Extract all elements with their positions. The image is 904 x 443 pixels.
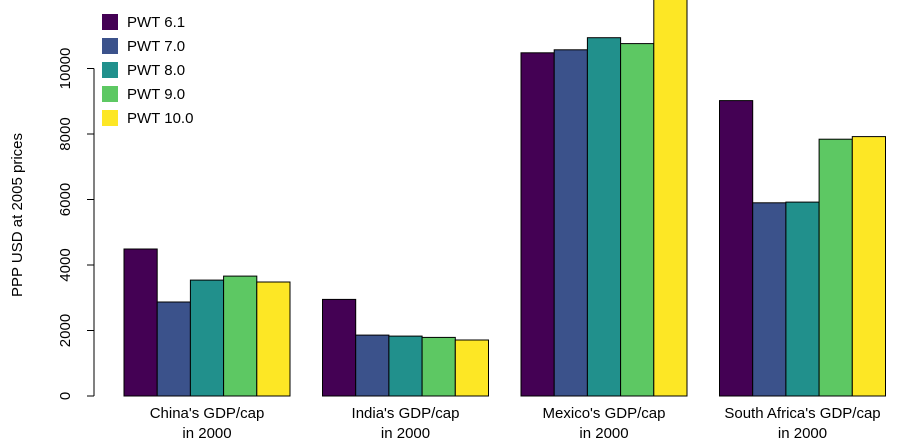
legend-label: PWT 6.1 — [127, 14, 185, 31]
x-category-label: China's GDP/cap — [150, 405, 265, 422]
legend-swatch — [102, 110, 118, 126]
bar-pwt-6-1-cat-0 — [124, 249, 157, 396]
bar-pwt-8-0-cat-0 — [190, 280, 223, 396]
bar-pwt-7-0-cat-1 — [356, 335, 389, 396]
bar-pwt-9-0-cat-2 — [621, 44, 654, 396]
y-tick-label: 6000 — [57, 183, 74, 216]
legend-swatch — [102, 38, 118, 54]
bar-pwt-10-0-cat-3 — [852, 137, 885, 396]
legend: PWT 6.1 PWT 7.0 PWT 8.0 PWT 9.0 PWT 10.0 — [102, 14, 193, 127]
x-category-label: in 2000 — [579, 425, 628, 442]
bar-pwt-10-0-cat-2 — [654, 0, 687, 396]
bar-pwt-7-0-cat-0 — [157, 302, 190, 396]
bar-pwt-9-0-cat-0 — [224, 276, 257, 396]
bar-pwt-7-0-cat-3 — [753, 203, 786, 396]
bar-pwt-8-0-cat-2 — [587, 38, 620, 396]
legend-swatch — [102, 14, 118, 30]
legend-label: PWT 10.0 — [127, 110, 193, 127]
x-category-label: South Africa's GDP/cap — [724, 405, 880, 422]
x-category-label: in 2000 — [381, 425, 430, 442]
x-category-label: India's GDP/cap — [352, 405, 460, 422]
bar-pwt-6-1-cat-3 — [720, 101, 753, 396]
y-tick-label: 2000 — [57, 314, 74, 347]
bars-group — [124, 0, 886, 396]
bar-pwt-10-0-cat-1 — [455, 340, 488, 396]
bar-pwt-9-0-cat-3 — [819, 139, 852, 396]
x-category-label: in 2000 — [778, 425, 827, 442]
bar-pwt-10-0-cat-0 — [257, 282, 290, 396]
legend-label: PWT 7.0 — [127, 38, 185, 55]
legend-label: PWT 9.0 — [127, 86, 185, 103]
bar-pwt-8-0-cat-1 — [389, 336, 422, 396]
legend-label: PWT 8.0 — [127, 62, 185, 79]
y-tick-label: 8000 — [57, 117, 74, 150]
x-category-label: in 2000 — [182, 425, 231, 442]
bar-pwt-6-1-cat-1 — [323, 299, 356, 396]
x-axis-labels: China's GDP/cap in 2000 India's GDP/cap in … — [150, 405, 881, 442]
bar-pwt-8-0-cat-3 — [786, 202, 819, 396]
legend-swatch — [102, 62, 118, 78]
bar-pwt-9-0-cat-1 — [422, 337, 455, 396]
y-axis: 0 2000 4000 6000 8000 10000 — [57, 48, 94, 401]
bar-pwt-6-1-cat-2 — [521, 53, 554, 396]
y-tick-label: 10000 — [57, 48, 74, 90]
y-axis-title: PPP USD at 2005 prices — [9, 133, 26, 297]
legend-swatch — [102, 86, 118, 102]
y-tick-label: 0 — [57, 392, 74, 400]
x-category-label: Mexico's GDP/cap — [543, 405, 666, 422]
bar-pwt-7-0-cat-2 — [554, 50, 587, 396]
y-tick-label: 4000 — [57, 248, 74, 281]
